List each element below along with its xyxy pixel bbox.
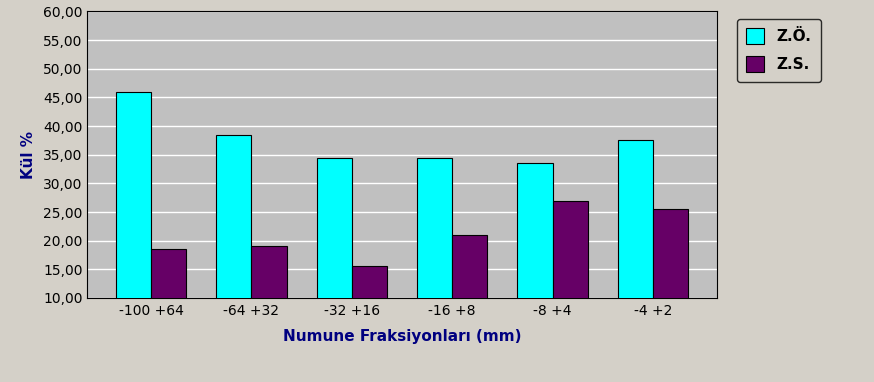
Bar — [151, 249, 186, 355]
Bar — [116, 92, 151, 355]
X-axis label: Numune Fraksiyonları (mm): Numune Fraksiyonları (mm) — [283, 329, 521, 344]
Bar — [552, 201, 587, 355]
Bar — [352, 267, 387, 355]
Bar — [618, 140, 653, 355]
Bar — [252, 246, 287, 355]
Y-axis label: Kül %: Kül % — [21, 131, 36, 179]
Bar — [653, 209, 688, 355]
Bar — [316, 157, 352, 355]
Legend: Z.Ö., Z.S.: Z.Ö., Z.S. — [737, 19, 821, 82]
Bar — [517, 163, 552, 355]
Bar — [452, 235, 488, 355]
Bar — [417, 157, 452, 355]
Bar — [217, 134, 252, 355]
